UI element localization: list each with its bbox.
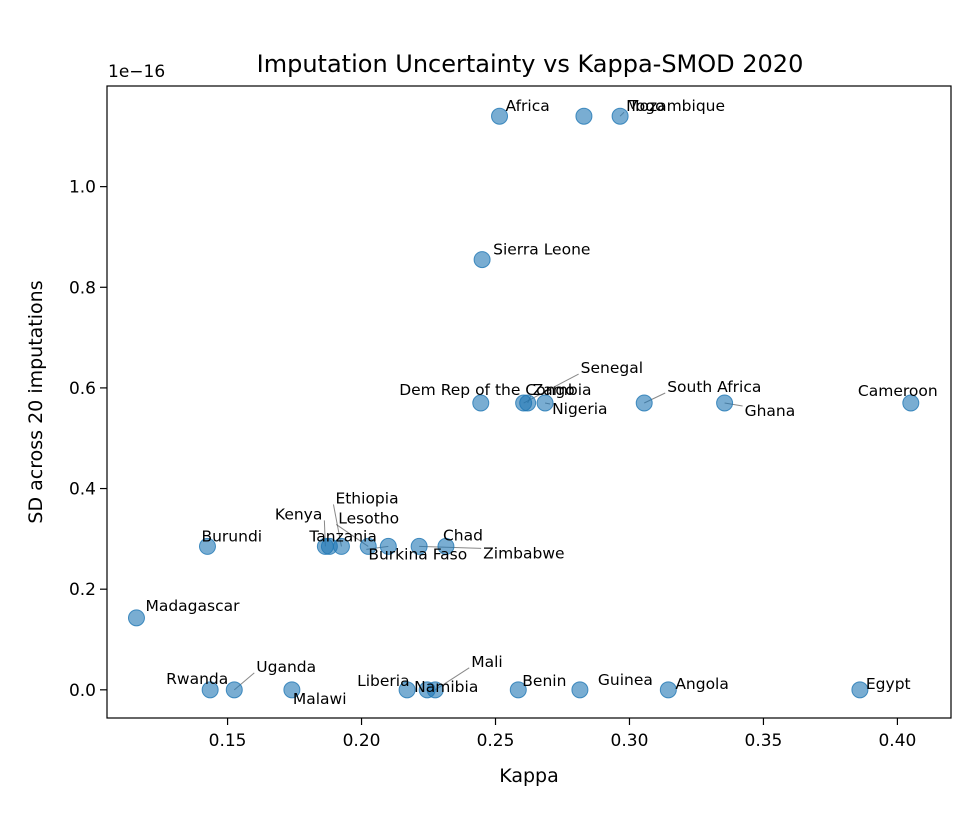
label-africa: Africa: [506, 97, 550, 115]
chart-title: Imputation Uncertainty vs Kappa-SMOD 202…: [257, 50, 804, 78]
label-malawi: Malawi: [293, 690, 347, 708]
label-dem-rep-of-the-congo: Dem Rep of the Congo: [399, 381, 575, 399]
y-tick-label: 0.2: [69, 580, 96, 600]
point-mozambique: [611, 107, 629, 125]
label-mozambique: Mozambique: [626, 97, 725, 115]
label-egypt: Egypt: [866, 675, 911, 693]
label-guinea: Guinea: [598, 671, 653, 689]
label-nigeria: Nigeria: [552, 400, 607, 418]
point-south-africa: [635, 394, 653, 412]
x-tick-label: 0.20: [343, 731, 381, 751]
label-zimbabwe: Zimbabwe: [483, 544, 564, 562]
label-liberia: Liberia: [357, 672, 410, 690]
point-liberia: [398, 681, 416, 699]
x-tick-label: 0.25: [477, 731, 515, 751]
point-sierra-leone: [473, 251, 491, 269]
label-sierra-leone: Sierra Leone: [493, 241, 590, 259]
y-tick-label: 0.8: [69, 278, 96, 298]
label-ethiopia: Ethiopia: [335, 489, 398, 507]
y-tick-label: 0.0: [69, 681, 96, 701]
label-burundi: Burundi: [201, 527, 262, 545]
point-zambia: [519, 394, 537, 412]
y-tick-label: 0.6: [69, 379, 96, 399]
point-burundi: [198, 537, 216, 555]
y-offset-text: 1e−16: [108, 62, 165, 82]
label-namibia: Namibia: [414, 678, 478, 696]
point-cameroon: [902, 394, 920, 412]
label-cameroon: Cameroon: [858, 382, 938, 400]
y-axis: 0.0 0.2 0.4 0.6 0.8 1.0: [69, 178, 107, 701]
x-axis: 0.15 0.20 0.25 0.30 0.35 0.40: [209, 718, 916, 751]
x-axis-label: Kappa: [499, 765, 559, 787]
y-tick-label: 1.0: [69, 178, 96, 198]
point-zimbabwe: [410, 537, 428, 555]
point-malawi: [283, 681, 301, 699]
label-kenya: Kenya: [275, 505, 322, 523]
point-lesotho: [359, 537, 377, 555]
point-angola: [659, 681, 677, 699]
label-lesotho: Lesotho: [338, 509, 399, 527]
point-uganda: [225, 681, 243, 699]
label-angola: Angola: [675, 675, 729, 693]
label-mali: Mali: [471, 653, 502, 671]
label-uganda: Uganda: [256, 658, 316, 676]
label-ghana: Ghana: [745, 402, 796, 420]
label-rwanda: Rwanda: [166, 670, 228, 688]
x-tick-label: 0.15: [209, 731, 247, 751]
x-tick-label: 0.30: [611, 731, 649, 751]
point-burkina-faso: [379, 537, 397, 555]
point-nigeria: [536, 394, 554, 412]
point-benin: [509, 681, 527, 699]
label-burkina-faso: Burkina Faso: [368, 545, 467, 563]
label-togo: Togo: [628, 97, 665, 115]
point-egypt: [851, 681, 869, 699]
axes-frame: [106, 85, 952, 719]
x-tick-label: 0.40: [878, 731, 916, 751]
label-chad: Chad: [443, 526, 483, 544]
label-south-africa: South Africa: [667, 378, 761, 396]
label-madagascar: Madagascar: [145, 597, 240, 615]
data-points: [127, 107, 920, 699]
point-ethiopia: [332, 537, 350, 555]
label-benin: Benin: [522, 672, 566, 690]
point-madagascar: [127, 609, 145, 627]
point-dem-rep-of-the-congo: [472, 394, 490, 412]
point-africa: [491, 107, 509, 125]
point-guinea: [571, 681, 589, 699]
label-zambia: Zambia: [533, 381, 592, 399]
x-tick-label: 0.35: [745, 731, 783, 751]
y-axis-label: SD across 20 imputations: [25, 280, 47, 523]
label-tanzania: Tanzania: [308, 527, 377, 545]
point-togo: [575, 107, 593, 125]
point-ghana: [716, 394, 734, 412]
point-mali: [426, 681, 444, 699]
point-chad: [437, 537, 455, 555]
y-tick-label: 0.4: [69, 480, 96, 500]
label-senegal: Senegal: [581, 359, 643, 377]
point-rwanda: [201, 681, 219, 699]
